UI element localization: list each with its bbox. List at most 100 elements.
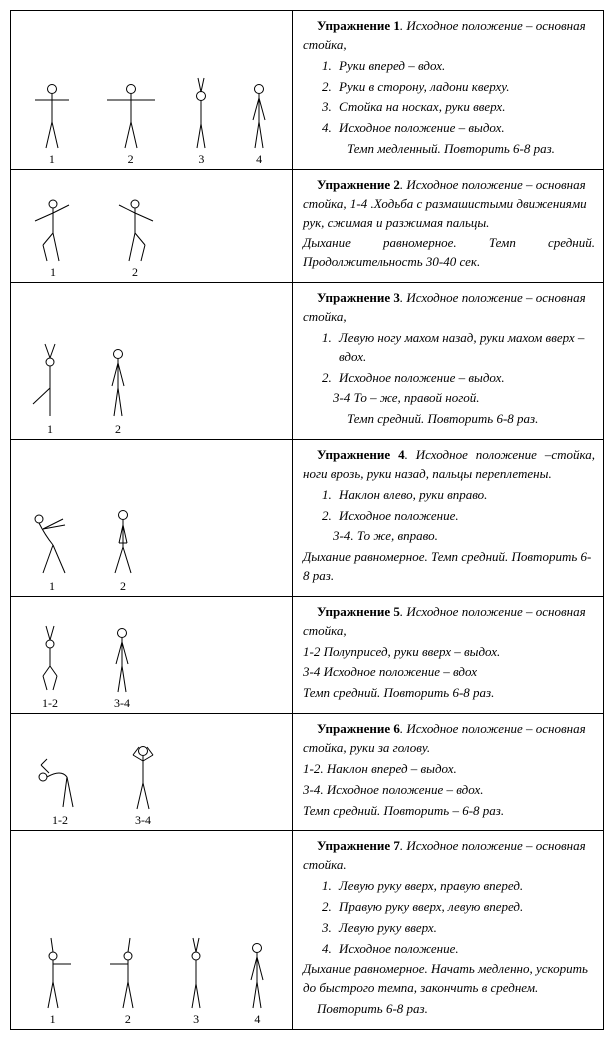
step: Левую руку вверх, правую вперед. — [335, 877, 595, 896]
figure-label: 1 — [47, 422, 53, 437]
exercise-row: 1 2 Упражнение 3. Исходное положение – о — [11, 283, 603, 440]
step: Исходное положение. — [335, 940, 595, 959]
pose-rarm-up-larm-fwd-icon — [106, 936, 150, 1010]
figure-cell: 1-2 3-4 — [11, 597, 293, 713]
figure: 1 — [27, 342, 73, 437]
figure-label: 2 — [115, 422, 121, 437]
step-list: Левую ногу махом назад, руки махом вверх… — [335, 329, 595, 388]
pose-stand-icon — [242, 936, 272, 1010]
figure-label: 2 — [120, 579, 126, 594]
exercise-row: 1 2 — [11, 831, 603, 1030]
exercise-row: 1-2 3-4 Упражн — [11, 714, 603, 831]
exercise-line: 3-4 Исходное положение – вдох — [303, 663, 595, 682]
figure: 2 — [106, 936, 150, 1027]
exercise-line: 1-2 Полуприсед, руки вверх – выдох. — [303, 643, 595, 662]
exercise-row: 1 2 Упражнение 2. Исходное — [11, 170, 603, 283]
text-cell: Упражнение 6. Исходное положение – основ… — [293, 714, 603, 830]
step: Исходное положение – выдох. — [335, 119, 595, 138]
step: Наклон влево, руки вправо. — [335, 486, 595, 505]
figure-label: 2 — [128, 152, 134, 167]
figure-cell: 1 2 — [11, 11, 293, 169]
pose-stand-icon — [244, 80, 274, 150]
figure: 1-2 — [33, 741, 87, 828]
exercise-post: 3-4. То же, вправо. — [303, 527, 595, 546]
exercise-tail-line: Дыхание равномерное. Начать медленно, ус… — [303, 960, 595, 998]
figure-cell: 1 2 — [11, 170, 293, 282]
figure-label: 1-2 — [52, 813, 68, 828]
exercise-title: Упражнение 1 — [317, 18, 400, 33]
pose-side-bend-left-icon — [25, 505, 79, 577]
figure-label: 2 — [132, 265, 138, 280]
exercise-tail: Дыхание равномерное. Темп средний. Повто… — [303, 548, 595, 586]
figure: 3 — [186, 76, 216, 167]
exercise-title: Упражнение 7 — [317, 838, 400, 853]
figure-label: 3 — [198, 152, 204, 167]
exercise-row: 1 2 — [11, 11, 603, 170]
figure-label: 4 — [254, 1012, 260, 1027]
exercise-tail: Темп средний. Повторить 6-8 раз. — [303, 410, 595, 429]
figure: 2 — [103, 80, 159, 167]
pose-stand-icon — [103, 342, 133, 420]
exercise-tail: Темп средний. Повторить – 6-8 раз. — [303, 802, 595, 821]
step-list: Наклон влево, руки вправо. Исходное поло… — [335, 486, 595, 526]
exercise-line: 1-2. Наклон вперед – выдох. — [303, 760, 595, 779]
step: Руки вперед – вдох. — [335, 57, 595, 76]
pose-hands-behind-head-icon — [125, 741, 161, 811]
figure-label: 1 — [50, 265, 56, 280]
figure-cell: 1 2 — [11, 440, 293, 596]
pose-stand-hands-back-icon — [105, 505, 141, 577]
exercise-title: Упражнение 5 — [317, 604, 400, 619]
text-cell: Упражнение 2. Исходное положение – основ… — [293, 170, 603, 282]
pose-semi-squat-arms-up-icon — [33, 624, 67, 694]
pose-stand-icon — [107, 624, 137, 694]
figure: 3 — [181, 936, 211, 1027]
pose-arms-up-toes-icon — [186, 76, 216, 150]
figure-label: 1 — [50, 1012, 56, 1027]
exercise-line: 3-4. Исходное положение – вдох. — [303, 781, 595, 800]
exercise-tail: Темп средний. Повторить 6-8 раз. — [303, 684, 595, 703]
step: Исходное положение. — [335, 507, 595, 526]
figure: 3-4 — [125, 741, 161, 828]
exercise-post: 3-4 То – же, правой ногой. — [303, 389, 595, 408]
figure: 1 — [25, 505, 79, 594]
pose-both-arms-up-icon — [181, 936, 211, 1010]
figure: 3-4 — [107, 624, 137, 711]
exercise-title: Упражнение 4 — [317, 447, 405, 462]
figure-label: 3-4 — [135, 813, 151, 828]
step: Правую руку вверх, левую вперед. — [335, 898, 595, 917]
text-cell: Упражнение 3. Исходное положение – основ… — [293, 283, 603, 439]
exercise-title: Упражнение 6 — [317, 721, 400, 736]
step-list: Левую руку вверх, правую вперед. Правую … — [335, 877, 595, 958]
figure-label: 1-2 — [42, 696, 58, 711]
pose-larm-up-rarm-fwd-icon — [31, 936, 75, 1010]
exercise-table: 1 2 — [10, 10, 604, 1030]
pose-forward-bend-icon — [33, 741, 87, 811]
text-cell: Упражнение 4. Исходное положение –стойка… — [293, 440, 603, 596]
figure: 1 — [29, 80, 75, 167]
figure-label: 3-4 — [114, 696, 130, 711]
figure-label: 1 — [49, 152, 55, 167]
exercise-row: 1-2 3-4 Упражнение 5. Исходное положение — [11, 597, 603, 714]
figure-label: 4 — [256, 152, 262, 167]
figure: 2 — [111, 197, 159, 280]
pose-arms-forward-icon — [29, 80, 75, 150]
exercise-tail: Темп медленный. Повторить 6-8 раз. — [303, 140, 595, 159]
exercise-row: 1 2 Упражнение 4. Исходное — [11, 440, 603, 597]
step: Левую руку вверх. — [335, 919, 595, 938]
pose-arms-side-icon — [103, 80, 159, 150]
pose-leg-back-arms-up-icon — [27, 342, 73, 420]
text-cell: Упражнение 7. Исходное положение – основ… — [293, 831, 603, 1029]
step: Левую ногу махом назад, руки махом вверх… — [335, 329, 595, 367]
figure: 4 — [242, 936, 272, 1027]
figure-label: 3 — [193, 1012, 199, 1027]
figure: 4 — [244, 80, 274, 167]
figure-label: 1 — [49, 579, 55, 594]
exercise-title: Упражнение 2 — [317, 177, 400, 192]
pose-march-left-icon — [29, 197, 77, 263]
figure-cell: 1-2 3-4 — [11, 714, 293, 830]
figure: 1 — [29, 197, 77, 280]
step: Исходное положение – выдох. — [335, 369, 595, 388]
figure-cell: 1 2 — [11, 283, 293, 439]
figure: 2 — [103, 342, 133, 437]
figure-cell: 1 2 — [11, 831, 293, 1029]
